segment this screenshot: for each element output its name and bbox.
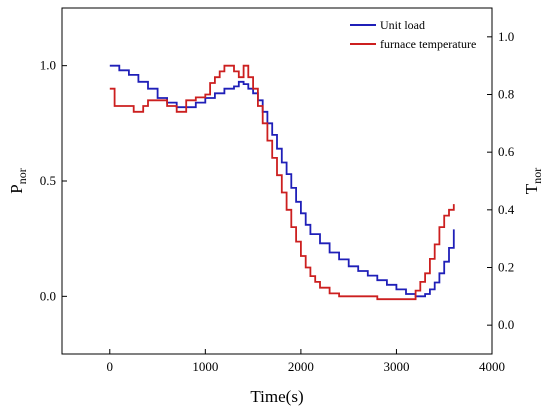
x-tick-label: 1000 xyxy=(192,359,218,374)
y-right-tick-label: 0.4 xyxy=(498,202,515,217)
plot-frame xyxy=(61,7,493,355)
x-axis-title: Time(s) xyxy=(250,387,303,406)
y-right-tick-label: 0.2 xyxy=(498,260,514,275)
y-left-title-main: P xyxy=(7,184,26,193)
y-left-axis-title: Pnor xyxy=(7,168,29,193)
y-left-tick-label: 0.0 xyxy=(40,288,56,303)
y-right-title-sub: nor xyxy=(530,168,544,184)
legend-label-furnace-temperature: furnace temperature xyxy=(380,37,476,51)
series-line-unit-load xyxy=(109,64,455,298)
y-left-tick-label: 1.0 xyxy=(40,58,56,73)
y-right-tick-label: 1.0 xyxy=(498,29,514,44)
x-tick-label: 0 xyxy=(107,359,114,374)
y-left-title-sub: nor xyxy=(15,168,29,184)
x-tick-label: 4000 xyxy=(479,359,505,374)
x-tick-label: 3000 xyxy=(383,359,409,374)
y-right-tick-label: 0.8 xyxy=(498,87,514,102)
y-right-title-main: T xyxy=(522,183,541,194)
legend: Unit load furnace temperature xyxy=(350,18,476,51)
series-line-furnace-temperature xyxy=(109,64,455,301)
series-layer xyxy=(109,64,455,301)
y-right-tick-label: 0.6 xyxy=(498,144,515,159)
svg-text:Tnor: Tnor xyxy=(522,168,544,194)
svg-text:Pnor: Pnor xyxy=(7,168,29,193)
y-right-axis-title: Tnor xyxy=(522,168,544,194)
x-tick-label: 2000 xyxy=(288,359,314,374)
ticks-layer: 0 1000 2000 3000 4000 0.0 0.5 1.0 0.0 0.2 0.4 0.6 0.… xyxy=(40,29,515,374)
y-right-tick-label: 0.0 xyxy=(498,317,514,332)
y-left-tick-label: 0.5 xyxy=(40,173,56,188)
legend-label-unit-load: Unit load xyxy=(380,18,425,32)
